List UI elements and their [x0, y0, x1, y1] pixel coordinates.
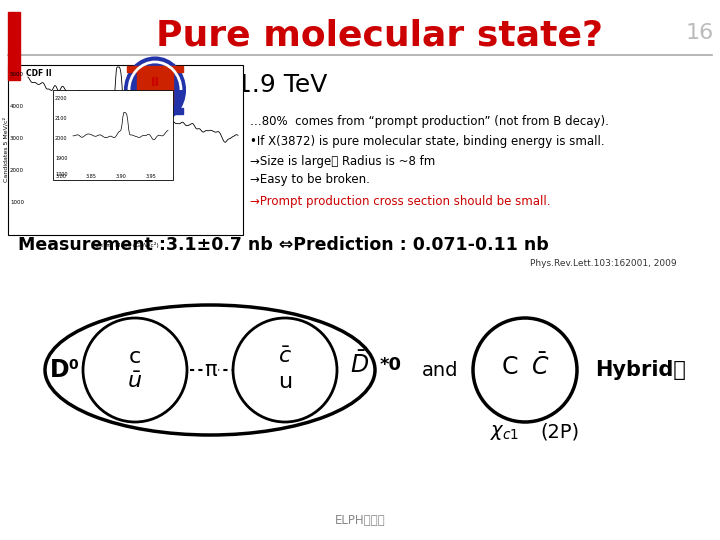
Text: →Easy to be broken.: →Easy to be broken. [250, 173, 370, 186]
Text: $\bar{C}$: $\bar{C}$ [531, 354, 549, 380]
Bar [8, 12, 20, 80]
Text: π: π [204, 360, 217, 380]
Text: →Prompt production cross section should be small.: →Prompt production cross section should … [250, 194, 551, 207]
Text: 1900: 1900 [55, 156, 68, 160]
Text: 4000: 4000 [10, 105, 24, 110]
Text: *0: *0 [380, 356, 402, 374]
Text: …80%  comes from “prompt production” (not from B decay).: …80% comes from “prompt production” (not… [250, 116, 609, 129]
Text: $p\bar{p}$: $p\bar{p}$ [200, 71, 233, 99]
Text: 3000: 3000 [10, 137, 24, 141]
Ellipse shape [125, 57, 185, 123]
Text: 2000: 2000 [10, 167, 24, 172]
Text: Phys.Rev.Lett.103:162001, 2009: Phys.Rev.Lett.103:162001, 2009 [530, 260, 677, 268]
Text: 2200: 2200 [55, 96, 68, 100]
Bar [127, 108, 183, 114]
Text: 0: 0 [68, 358, 78, 372]
Text: CDF II: CDF II [26, 69, 52, 78]
Text: 1700: 1700 [55, 172, 68, 178]
Text: Candidates 5 MeV/c²: Candidates 5 MeV/c² [4, 118, 9, 183]
Text: 1000: 1000 [10, 199, 24, 205]
Text: D: D [50, 358, 70, 382]
Text: $\bar{c}$: $\bar{c}$ [278, 347, 292, 367]
Bar [127, 66, 183, 72]
Text: $\bar{u}$: $\bar{u}$ [127, 372, 143, 392]
Text: 3.80: 3.80 [55, 174, 66, 179]
Bar [53, 90, 173, 180]
Text: and: and [422, 361, 458, 380]
Text: 3.95: 3.95 [145, 174, 156, 179]
Text: →Size is large： Radius is ~8 fm: →Size is large： Radius is ~8 fm [250, 156, 436, 168]
Text: 2100: 2100 [55, 116, 68, 120]
Text: ELPH研究会: ELPH研究会 [335, 514, 385, 526]
Text: •If X(3872) is pure molecular state, binding energy is small.: •If X(3872) is pure molecular state, bin… [250, 136, 605, 148]
Text: 3.85: 3.85 [86, 174, 96, 179]
Text: 1.9 TeV: 1.9 TeV [236, 73, 328, 97]
Text: J/ψπ⁺π⁻ Mass (GeV/c²): J/ψπ⁺π⁻ Mass (GeV/c²) [91, 242, 159, 248]
Text: 3.90: 3.90 [116, 174, 127, 179]
Text: (2P): (2P) [540, 422, 579, 442]
Text: II: II [150, 76, 160, 89]
Text: $\bar{D}$: $\bar{D}$ [351, 352, 369, 379]
Text: 2000: 2000 [55, 136, 68, 140]
Text: 5000: 5000 [10, 72, 24, 78]
Text: 16: 16 [686, 23, 714, 43]
Bar [137, 73, 173, 105]
Text: Hybrid？: Hybrid？ [595, 360, 686, 380]
Text: $\chi_{c1}$: $\chi_{c1}$ [490, 422, 520, 442]
Text: u: u [278, 372, 292, 392]
Text: Pure molecular state?: Pure molecular state? [156, 18, 603, 52]
Text: C: C [502, 355, 518, 379]
Text: c: c [129, 347, 141, 367]
Text: Measurement :3.1±0.7 nb ⇔Prediction : 0.071-0.11 nb: Measurement :3.1±0.7 nb ⇔Prediction : 0.… [18, 236, 549, 254]
Text: Phys.Rev.Lett.93:072001, 2004: Phys.Rev.Lett.93:072001, 2004 [8, 98, 149, 106]
Text: CDF: CDF [144, 91, 166, 101]
Bar [8, 65, 243, 235]
